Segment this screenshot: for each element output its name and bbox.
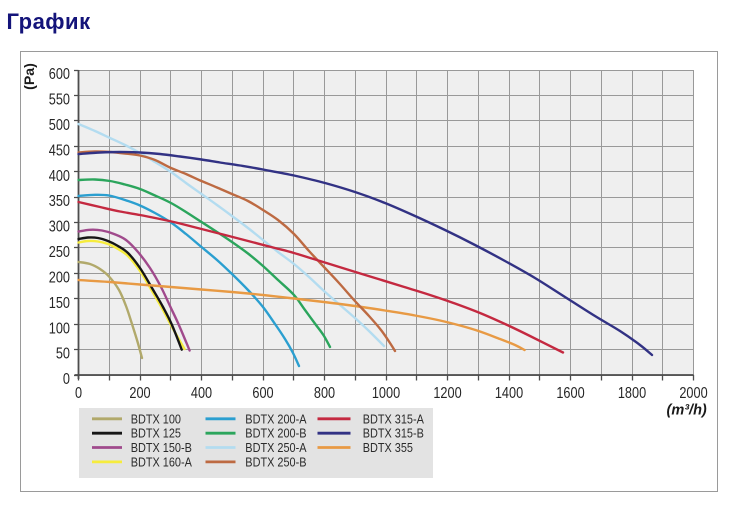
svg-text:1200: 1200 (433, 385, 461, 403)
svg-text:(m³/h): (m³/h) (667, 402, 707, 418)
svg-text:150: 150 (49, 295, 70, 313)
svg-text:600: 600 (252, 385, 273, 403)
svg-text:350: 350 (49, 193, 70, 211)
svg-text:600: 600 (49, 66, 70, 84)
svg-text:500: 500 (49, 117, 70, 135)
svg-text:1600: 1600 (556, 385, 584, 403)
svg-text:BDTX 150-B: BDTX 150-B (131, 440, 192, 455)
svg-text:400: 400 (191, 385, 212, 403)
svg-text:50: 50 (56, 345, 70, 363)
svg-text:BDTX 160-A: BDTX 160-A (131, 454, 193, 469)
svg-text:BDTX 200-B: BDTX 200-B (245, 426, 306, 441)
svg-text:400: 400 (49, 168, 70, 186)
svg-text:BDTX 200-A: BDTX 200-A (245, 411, 307, 426)
svg-text:BDTX 125: BDTX 125 (131, 426, 182, 441)
svg-text:1400: 1400 (495, 385, 523, 403)
svg-text:800: 800 (314, 385, 335, 403)
svg-text:BDTX 315-A: BDTX 315-A (363, 411, 425, 426)
svg-text:450: 450 (49, 142, 70, 160)
svg-text:BDTX 355: BDTX 355 (363, 440, 414, 455)
svg-text:1800: 1800 (618, 385, 646, 403)
svg-text:0: 0 (63, 371, 70, 389)
svg-text:BDTX 100: BDTX 100 (131, 411, 182, 426)
svg-text:250: 250 (49, 244, 70, 262)
svg-text:BDTX 250-A: BDTX 250-A (245, 440, 307, 455)
svg-text:300: 300 (49, 218, 70, 236)
svg-text:200: 200 (129, 385, 150, 403)
svg-text:BDTX 250-B: BDTX 250-B (245, 454, 306, 469)
svg-text:100: 100 (49, 320, 70, 338)
svg-text:(Pa): (Pa) (22, 63, 38, 90)
svg-text:2000: 2000 (679, 385, 707, 403)
svg-text:0: 0 (75, 385, 82, 403)
svg-text:1000: 1000 (372, 385, 400, 403)
svg-text:BDTX 315-B: BDTX 315-B (363, 426, 424, 441)
svg-text:200: 200 (49, 269, 70, 287)
svg-text:550: 550 (49, 91, 70, 109)
